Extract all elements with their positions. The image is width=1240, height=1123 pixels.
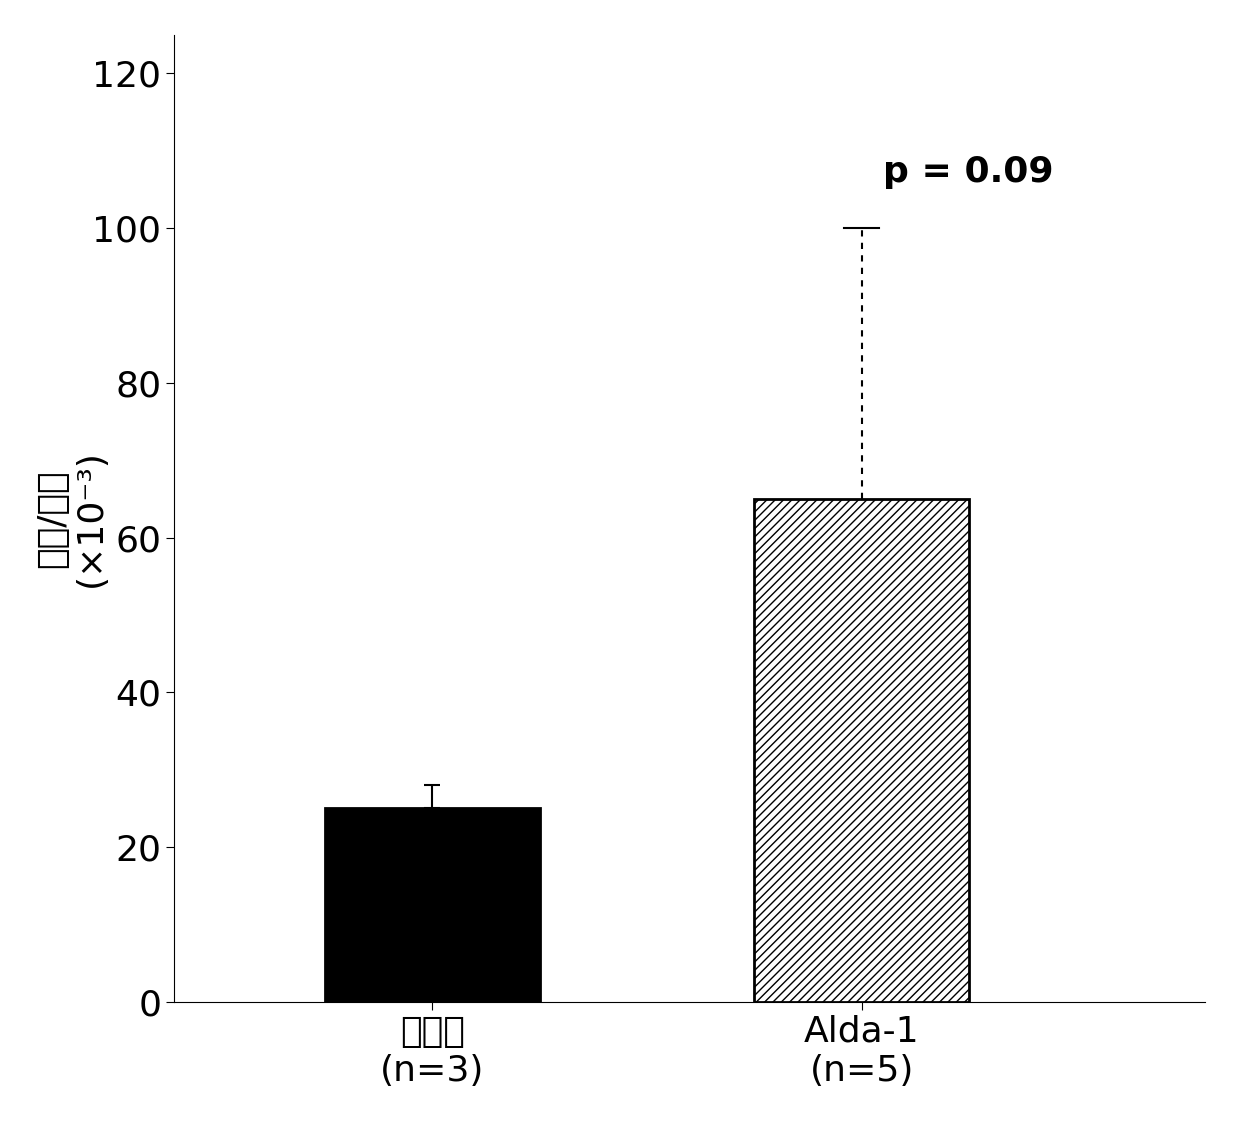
Y-axis label: 细胞/腾部
(×10⁻³): 细胞/腾部 (×10⁻³)	[35, 449, 108, 587]
Bar	[325, 809, 539, 1002]
Text: p = 0.09: p = 0.09	[883, 155, 1054, 190]
Bar	[754, 499, 968, 1002]
